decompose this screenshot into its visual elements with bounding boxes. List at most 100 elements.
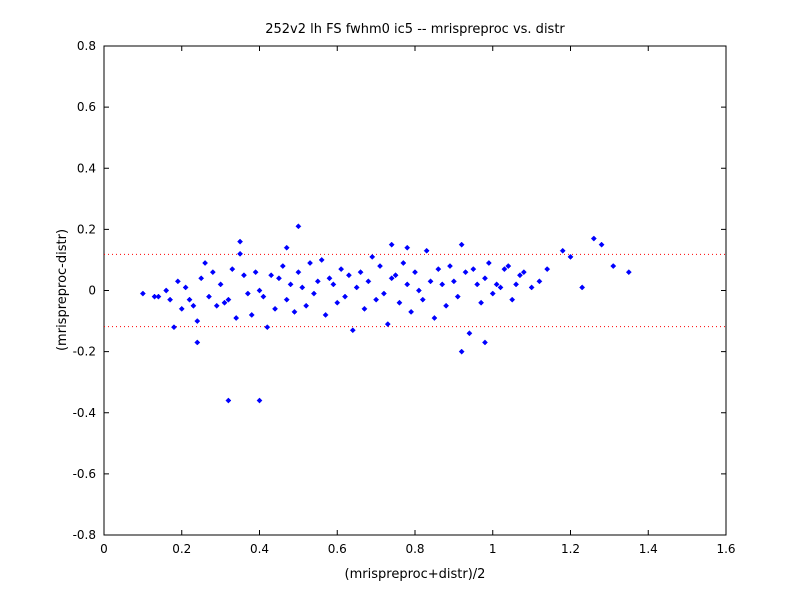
x-tick-label: 0.8 — [405, 542, 424, 556]
data-point — [163, 287, 170, 294]
y-tick-label: 0.6 — [77, 100, 96, 114]
data-point — [268, 272, 275, 279]
data-point — [264, 324, 271, 331]
data-point — [361, 305, 368, 312]
data-point — [400, 260, 407, 266]
data-point — [353, 284, 360, 291]
data-point — [279, 263, 286, 270]
data-point — [275, 275, 282, 282]
data-point — [458, 241, 465, 248]
data-point — [380, 290, 387, 297]
y-tick-label: -0.4 — [73, 406, 96, 420]
data-point — [427, 278, 434, 285]
data-point — [229, 266, 236, 273]
data-point — [415, 287, 422, 294]
data-point — [326, 275, 333, 282]
y-tick-label: 0.4 — [77, 161, 96, 175]
data-point — [501, 266, 508, 273]
data-point — [237, 238, 244, 245]
data-point — [151, 293, 158, 300]
data-point — [322, 311, 329, 318]
data-point — [307, 260, 313, 266]
data-point — [256, 397, 263, 404]
data-point — [299, 284, 306, 291]
x-tick-label: 0.2 — [172, 542, 191, 556]
plot-area — [103, 45, 727, 536]
x-tick-label: 1 — [489, 542, 497, 556]
x-tick-label: 1.6 — [716, 542, 735, 556]
data-point — [579, 284, 586, 291]
x-tick-label: 0.4 — [250, 542, 269, 556]
data-point — [482, 275, 488, 282]
y-tick-label: 0 — [88, 284, 96, 298]
data-point — [303, 302, 310, 309]
data-point — [213, 302, 220, 309]
data-point — [342, 293, 348, 300]
data-point — [384, 321, 391, 328]
y-tick-label: 0.2 — [77, 222, 96, 236]
data-point — [291, 308, 298, 315]
data-point — [462, 269, 469, 276]
data-point — [404, 281, 411, 288]
y-tick-label: -0.6 — [73, 467, 96, 481]
data-point — [388, 241, 395, 248]
data-point — [334, 299, 341, 306]
data-point — [412, 269, 418, 276]
data-point — [209, 269, 216, 276]
data-point — [517, 272, 523, 279]
data-point — [509, 296, 516, 303]
data-point — [167, 296, 174, 303]
data-point — [240, 272, 247, 279]
data-point — [233, 315, 240, 321]
data-point — [248, 311, 255, 318]
data-point — [260, 293, 267, 300]
x-axis-ticks: 0 0.2 0.4 0.6 0.8 1 1.2 1.4 1.6 — [100, 46, 736, 556]
data-point — [178, 305, 185, 312]
data-point — [474, 281, 481, 288]
data-point — [590, 235, 597, 242]
data-point — [295, 269, 302, 276]
data-point — [419, 296, 426, 303]
data-point — [392, 272, 399, 279]
data-point — [318, 256, 325, 263]
data-point — [365, 278, 372, 285]
data-point — [505, 263, 512, 270]
data-point — [357, 269, 364, 276]
y-tick-label: -0.8 — [73, 528, 96, 542]
y-tick-label: 0.8 — [77, 39, 96, 53]
data-point — [194, 318, 201, 325]
data-point — [528, 284, 535, 291]
data-point — [388, 275, 395, 282]
data-point — [198, 275, 205, 282]
data-point — [190, 302, 197, 309]
data-point — [225, 397, 232, 404]
data-point — [314, 278, 321, 285]
data-point — [478, 299, 485, 306]
data-point — [225, 296, 232, 303]
y-axis-label: (mrispreproc-distr) — [55, 229, 70, 351]
data-point — [447, 263, 453, 270]
data-point — [404, 244, 411, 251]
data-point — [272, 305, 279, 312]
data-point — [489, 290, 496, 297]
data-point — [598, 241, 605, 248]
data-point — [443, 302, 450, 309]
x-tick-label: 0.6 — [328, 542, 347, 556]
data-point — [482, 339, 488, 346]
x-tick-label: 1.4 — [639, 542, 658, 556]
data-point — [610, 263, 617, 270]
data-point — [559, 247, 566, 254]
data-point — [338, 266, 345, 273]
data-point — [567, 253, 574, 260]
data-point — [497, 284, 504, 291]
data-point — [155, 293, 162, 300]
data-point — [377, 263, 383, 270]
data-point — [431, 315, 438, 321]
data-point — [202, 260, 209, 266]
data-point — [513, 281, 520, 288]
chart-title: 252v2 lh FS fwhm0 ic5 -- mrispreproc vs.… — [265, 22, 565, 37]
data-point — [466, 330, 473, 337]
data-point — [206, 293, 212, 300]
data-point — [171, 324, 177, 331]
